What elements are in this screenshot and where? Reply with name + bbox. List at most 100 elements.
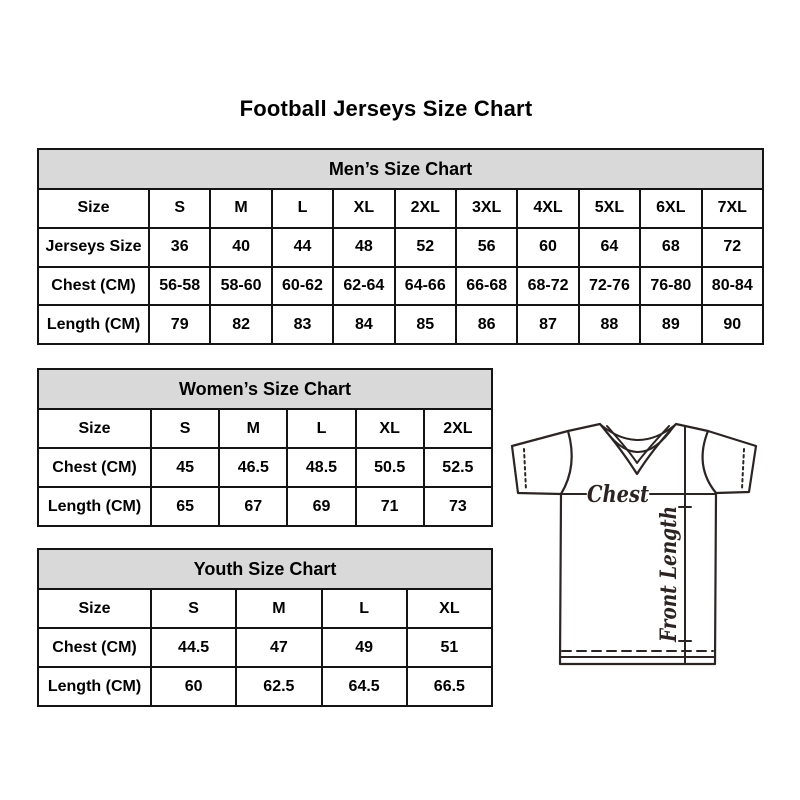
- size-value-cell: 45: [149, 447, 221, 488]
- collar-back-arc: [600, 424, 676, 441]
- size-value-cell: 62.5: [235, 666, 323, 707]
- size-header-cell: XL: [332, 188, 396, 229]
- size-value-cell: 71: [354, 486, 425, 527]
- left-armhole-seam: [559, 429, 573, 496]
- left-cuff-stitch-line: [523, 448, 527, 491]
- collar-inner-arc: [601, 425, 675, 453]
- size-value-cell: 52.5: [422, 447, 494, 488]
- size-header-cell: L: [286, 408, 357, 449]
- size-value-cell: 84: [332, 304, 396, 345]
- size-value-cell: 58-60: [209, 265, 273, 307]
- size-header-cell: Size: [37, 188, 150, 229]
- size-header-cell: 7XL: [700, 188, 765, 229]
- size-value-cell: 87: [516, 304, 580, 345]
- size-value-cell: 82: [209, 304, 273, 345]
- row-label-cell: Chest (CM): [37, 627, 152, 668]
- row-label-cell: Length (CM): [37, 666, 152, 707]
- size-header-cell: Size: [37, 588, 152, 629]
- size-header-cell: 6XL: [639, 188, 703, 229]
- size-value-cell: 60-62: [270, 265, 335, 307]
- size-value-cell: 66-68: [454, 265, 519, 307]
- size-value-cell: 60: [516, 226, 580, 268]
- size-header-cell: XL: [405, 588, 494, 629]
- row-label-cell: Chest (CM): [37, 265, 150, 307]
- size-value-cell: 62-64: [332, 265, 396, 307]
- size-header-cell: 5XL: [577, 188, 642, 229]
- collar-inner-v: [606, 425, 670, 464]
- size-value-cell: 48.5: [286, 447, 357, 488]
- size-value-cell: 47: [235, 627, 323, 668]
- size-header-cell: 2XL: [422, 408, 494, 449]
- right-cuff-stitch-line: [741, 448, 745, 490]
- size-value-cell: 76-80: [639, 265, 703, 307]
- womens-size-table: Women’s Size Chart Size S M L XL 2XL Chest (CM)…: [37, 368, 494, 527]
- size-value-cell: 64.5: [320, 666, 408, 707]
- table-title: Youth Size Chart: [37, 548, 493, 590]
- size-value-cell: 65: [149, 486, 221, 527]
- youth-size-table: Youth Size Chart Size S M L XL Chest (CM) 44.5 4…: [37, 548, 494, 707]
- table-banner-row: Youth Size Chart: [37, 548, 493, 590]
- right-armhole-seam: [701, 429, 718, 495]
- size-value-cell: 56: [454, 226, 519, 268]
- size-value-cell: 36: [147, 226, 212, 268]
- table-row: Size S M L XL 2XL: [37, 408, 494, 449]
- size-value-cell: 83: [270, 304, 335, 345]
- size-value-cell: 73: [422, 486, 494, 527]
- size-value-cell: 50.5: [354, 447, 425, 488]
- table-row: Length (CM) 65 67 69 71 73: [37, 486, 494, 527]
- size-value-cell: 56-58: [147, 265, 212, 307]
- size-header-cell: 2XL: [393, 188, 457, 229]
- table-title: Men’s Size Chart: [37, 148, 764, 190]
- chest-label: Chest: [587, 481, 649, 508]
- size-value-cell: 48: [332, 226, 396, 268]
- size-header-cell: S: [149, 588, 238, 629]
- size-header-cell: M: [209, 188, 273, 229]
- row-label-cell: Length (CM): [37, 486, 152, 527]
- size-header-cell: XL: [354, 408, 425, 449]
- table-row: Jerseys Size 36 40 44 48 52 56 60 64 68 72: [37, 226, 765, 268]
- table-row: Chest (CM) 56-58 58-60 60-62 62-64 64-66 66-68…: [37, 265, 765, 307]
- table-row: Length (CM) 60 62.5 64.5 66.5: [37, 666, 494, 707]
- size-value-cell: 52: [393, 226, 457, 268]
- size-header-cell: L: [320, 588, 408, 629]
- size-value-cell: 67: [218, 486, 289, 527]
- size-header-cell: 4XL: [516, 188, 580, 229]
- size-value-cell: 88: [577, 304, 642, 345]
- size-header-cell: S: [147, 188, 212, 229]
- size-value-cell: 79: [147, 304, 212, 345]
- row-label-cell: Length (CM): [37, 304, 150, 345]
- table-row: Length (CM) 79 82 83 84 85 86 87 88 89 90: [37, 304, 765, 345]
- jersey-measurement-diagram: Chest Front Length: [500, 402, 790, 687]
- front-length-label: Front Length: [656, 506, 682, 643]
- size-header-cell: L: [270, 188, 335, 229]
- size-value-cell: 44.5: [149, 627, 238, 668]
- table-row: Size S M L XL 2XL 3XL 4XL 5XL 6XL 7XL: [37, 188, 765, 229]
- size-value-cell: 46.5: [218, 447, 289, 488]
- size-value-cell: 64-66: [393, 265, 457, 307]
- size-value-cell: 68-72: [516, 265, 580, 307]
- size-header-cell: 3XL: [454, 188, 519, 229]
- table-row: Chest (CM) 45 46.5 48.5 50.5 52.5: [37, 447, 494, 488]
- table-title: Women’s Size Chart: [37, 368, 493, 410]
- size-value-cell: 86: [454, 304, 519, 345]
- size-header-cell: Size: [37, 408, 152, 449]
- size-value-cell: 40: [209, 226, 273, 268]
- size-value-cell: 90: [700, 304, 765, 345]
- size-value-cell: 60: [149, 666, 238, 707]
- size-value-cell: 51: [405, 627, 494, 668]
- table-banner-row: Men’s Size Chart: [37, 148, 764, 190]
- size-value-cell: 85: [393, 304, 457, 345]
- size-value-cell: 64: [577, 226, 642, 268]
- size-value-cell: 68: [639, 226, 703, 268]
- page-title: Football Jerseys Size Chart: [239, 96, 533, 121]
- table-row: Size S M L XL: [37, 588, 494, 629]
- size-value-cell: 89: [639, 304, 703, 345]
- size-value-cell: 72-76: [577, 265, 642, 307]
- table-banner-row: Women’s Size Chart: [37, 368, 493, 410]
- size-value-cell: 66.5: [405, 666, 494, 707]
- size-value-cell: 80-84: [700, 265, 765, 307]
- size-value-cell: 72: [700, 226, 765, 268]
- size-value-cell: 69: [286, 486, 357, 527]
- size-value-cell: 44: [270, 226, 335, 268]
